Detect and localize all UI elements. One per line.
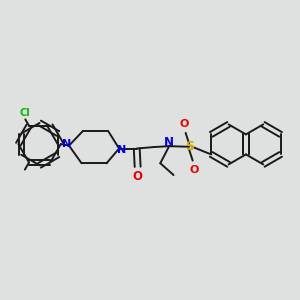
Text: S: S xyxy=(185,140,194,153)
Text: Cl: Cl xyxy=(19,108,30,118)
Text: O: O xyxy=(180,119,189,129)
Text: N: N xyxy=(62,139,71,149)
Text: N: N xyxy=(117,145,126,155)
Text: N: N xyxy=(164,136,174,149)
Text: O: O xyxy=(189,165,199,175)
Text: O: O xyxy=(133,170,142,183)
